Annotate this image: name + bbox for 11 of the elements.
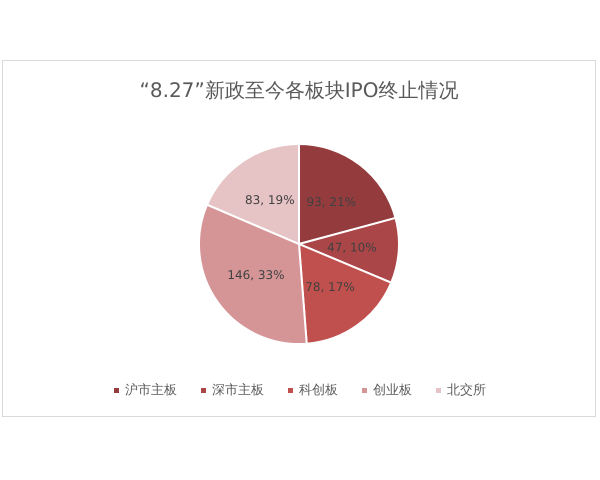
data-label: 93, 21% xyxy=(306,194,356,209)
legend-label: 北交所 xyxy=(447,382,486,398)
legend-label: 深市主板 xyxy=(212,382,264,398)
data-label: 78, 17% xyxy=(305,280,355,294)
legend-label: 沪市主板 xyxy=(125,382,177,398)
chart-title: “8.27”新政至今各板块IPO终止情况 xyxy=(140,78,458,102)
data-label: 47, 10% xyxy=(327,240,377,255)
legend-label: 创业板 xyxy=(373,383,412,398)
data-label: 146, 33% xyxy=(227,268,285,282)
data-label: 83, 19% xyxy=(245,192,295,207)
legend-label: 科创板 xyxy=(299,383,338,398)
